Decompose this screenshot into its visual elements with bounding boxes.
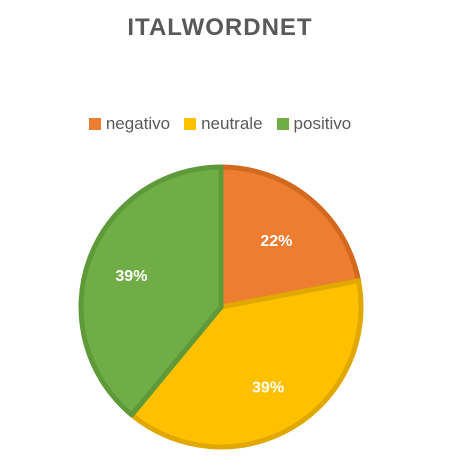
legend-swatch-negativo: [88, 118, 101, 130]
legend-item-neutrale: neutrale: [184, 114, 263, 134]
pie-slice-negativo: [218, 164, 362, 310]
legend-item-positivo: positivo: [276, 114, 352, 134]
chart-title: ITALWORDNET: [127, 14, 313, 41]
legend-item-negativo: negativo: [88, 114, 171, 134]
legend-label-neutrale: neutrale: [201, 114, 263, 133]
data-label-negativo: 22%: [260, 233, 292, 250]
legend-label-positivo: positivo: [293, 114, 352, 133]
legend-swatch-positivo: [276, 118, 289, 130]
legend-swatch-neutrale: [184, 118, 197, 130]
legend-label-negativo: negativo: [105, 114, 171, 133]
data-label-positivo: 39%: [115, 268, 147, 285]
chart-legend: negativo neutrale positivo: [0, 114, 440, 134]
data-label-neutrale: 39%: [252, 380, 284, 397]
pie-slice-neutrale: [129, 278, 364, 450]
pie-slice-positivo: [78, 164, 224, 418]
